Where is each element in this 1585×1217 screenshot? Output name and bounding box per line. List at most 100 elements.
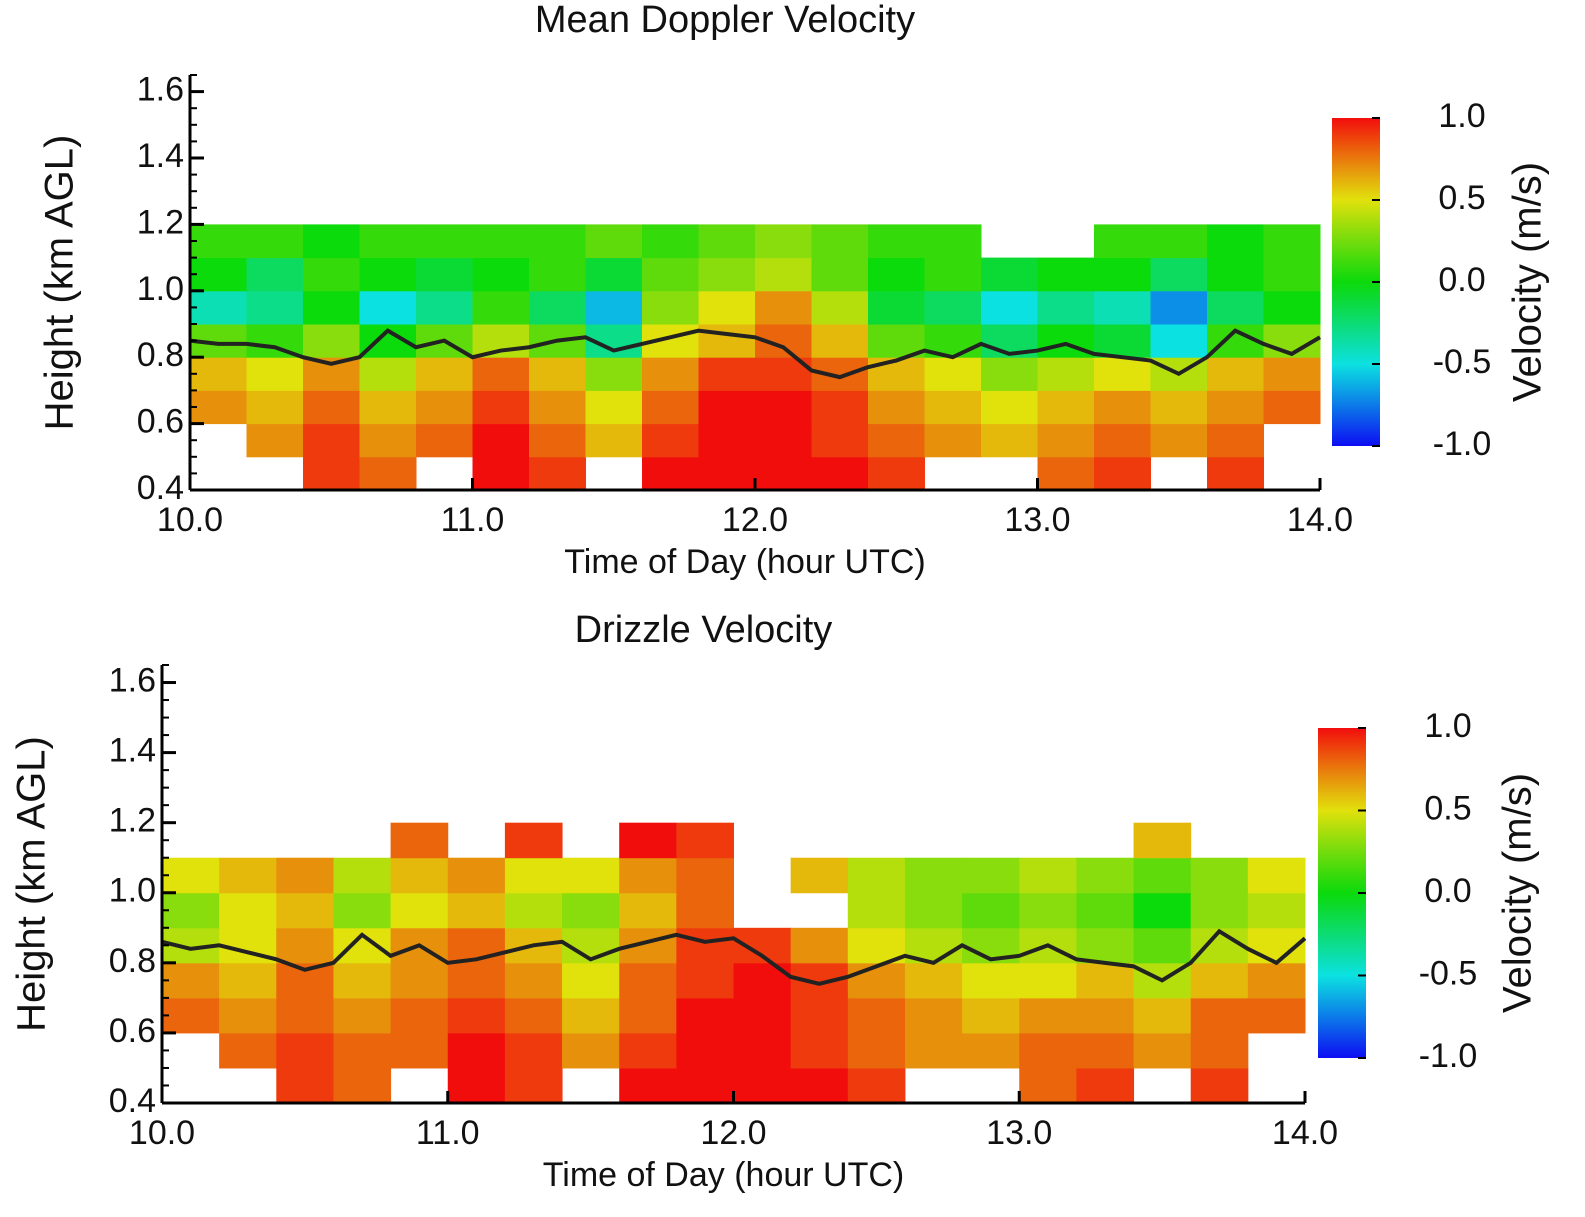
heat-cell — [642, 357, 699, 391]
heat-cell — [303, 324, 360, 358]
heat-cell — [981, 390, 1038, 425]
heat-cell — [359, 390, 417, 425]
heat-cell — [676, 962, 734, 999]
y-tick-label: 1.0 — [109, 872, 156, 910]
heat-cell — [219, 962, 277, 999]
heat-cell — [1076, 892, 1135, 929]
heat-cell — [981, 423, 1038, 458]
heat-cell — [642, 390, 699, 425]
heat-cell — [333, 892, 392, 929]
heat-cell — [619, 1067, 677, 1104]
heat-cell — [790, 857, 849, 894]
heat-cell — [847, 892, 906, 929]
y-tick-label: 0.4 — [137, 469, 184, 507]
heat-cell — [333, 1067, 392, 1104]
heat-cell — [1094, 290, 1151, 325]
heat-cell — [698, 290, 756, 325]
x-tick-label: 11.0 — [441, 501, 505, 539]
heat-cell — [1037, 390, 1095, 425]
heat-cell — [562, 892, 620, 929]
y-tick-label: 0.4 — [109, 1082, 156, 1120]
y-axis-label: Height (km AGL) — [38, 135, 82, 431]
heat-cell — [390, 962, 449, 999]
heat-cell — [390, 857, 449, 894]
heat-cell — [276, 927, 334, 964]
heat-cell — [246, 357, 304, 391]
heat-cell — [504, 962, 563, 999]
x-tick-label: 12.0 — [700, 1114, 766, 1152]
y-tick-label: 1.4 — [109, 732, 156, 770]
heat-cell — [1019, 1067, 1077, 1104]
heat-cell — [981, 290, 1038, 325]
x-tick-label: 11.0 — [416, 1114, 480, 1152]
heat-cell — [276, 997, 334, 1034]
heat-cell — [333, 857, 392, 894]
heat-cell — [1263, 224, 1321, 259]
heat-cell — [642, 423, 699, 458]
heat-cell — [1094, 357, 1151, 391]
heat-cell — [619, 857, 677, 894]
heat-cell — [190, 257, 247, 292]
heat-cell — [698, 423, 756, 458]
x-axis-label: Time of Day (hour UTC) — [564, 543, 925, 581]
x-tick-label: 13.0 — [986, 1114, 1052, 1152]
heat-cell — [868, 357, 925, 391]
heat-cell — [1263, 357, 1321, 391]
heat-cell — [219, 1032, 277, 1069]
plot — [190, 224, 1321, 491]
colorbar-tick-label: 1.0 — [1424, 707, 1471, 745]
heat-cell — [246, 224, 304, 259]
heat-cell — [868, 456, 925, 491]
y-axis-label: Height (km AGL) — [10, 736, 54, 1032]
heat-cell — [447, 1067, 506, 1104]
heat-cell — [276, 1032, 334, 1069]
heat-cell — [1207, 290, 1264, 325]
heat-cell — [562, 997, 620, 1034]
y-tick-label: 0.8 — [109, 942, 156, 980]
heat-cell — [847, 1067, 906, 1104]
heat-cell — [1094, 257, 1151, 292]
heat-cell — [1019, 892, 1077, 929]
heat-cell — [868, 390, 925, 425]
heat-cell — [1133, 997, 1192, 1034]
heat-cell — [303, 423, 360, 458]
colorbar-label: Velocity (m/s) — [1496, 773, 1540, 1013]
heat-cell — [303, 456, 360, 491]
heat-cell — [504, 857, 563, 894]
x-tick-label: 14.0 — [1287, 501, 1353, 539]
heat-cell — [416, 290, 473, 325]
heat-cell — [619, 1032, 677, 1069]
heat-cell — [1037, 423, 1095, 458]
cloud-base-line — [161, 928, 1307, 986]
heat-cell — [190, 224, 247, 259]
heat-cell — [619, 997, 677, 1034]
heat-cell — [162, 892, 220, 929]
y-tick-label: 1.2 — [137, 203, 184, 241]
heat-cell — [847, 997, 906, 1034]
heat-cell — [333, 997, 392, 1034]
heat-cell — [847, 962, 906, 999]
heat-cell — [619, 892, 677, 929]
heat-cell — [416, 390, 473, 425]
heat-cell — [868, 423, 925, 458]
heat-cell — [1247, 962, 1306, 999]
heat-cell — [276, 1067, 334, 1104]
heat-cell — [472, 224, 530, 259]
heat-cell — [529, 390, 586, 425]
heat-cell — [1019, 962, 1077, 999]
heat-cell — [962, 857, 1020, 894]
heat-cell — [246, 290, 304, 325]
heat-cell — [447, 857, 506, 894]
heat-cell — [1190, 1032, 1249, 1069]
heat-cell — [1207, 390, 1264, 425]
y-tick-label: 0.6 — [137, 403, 184, 441]
colorbar-tick-label: -1.0 — [1433, 425, 1492, 463]
heat-cell — [162, 857, 220, 894]
heat-cell — [1133, 857, 1192, 894]
heat-cell — [162, 962, 220, 999]
heat-cell — [562, 962, 620, 999]
heat-cell — [904, 1032, 963, 1069]
heat-cell — [1094, 456, 1151, 491]
heat-cell — [642, 224, 699, 259]
heat-cell — [585, 257, 643, 292]
